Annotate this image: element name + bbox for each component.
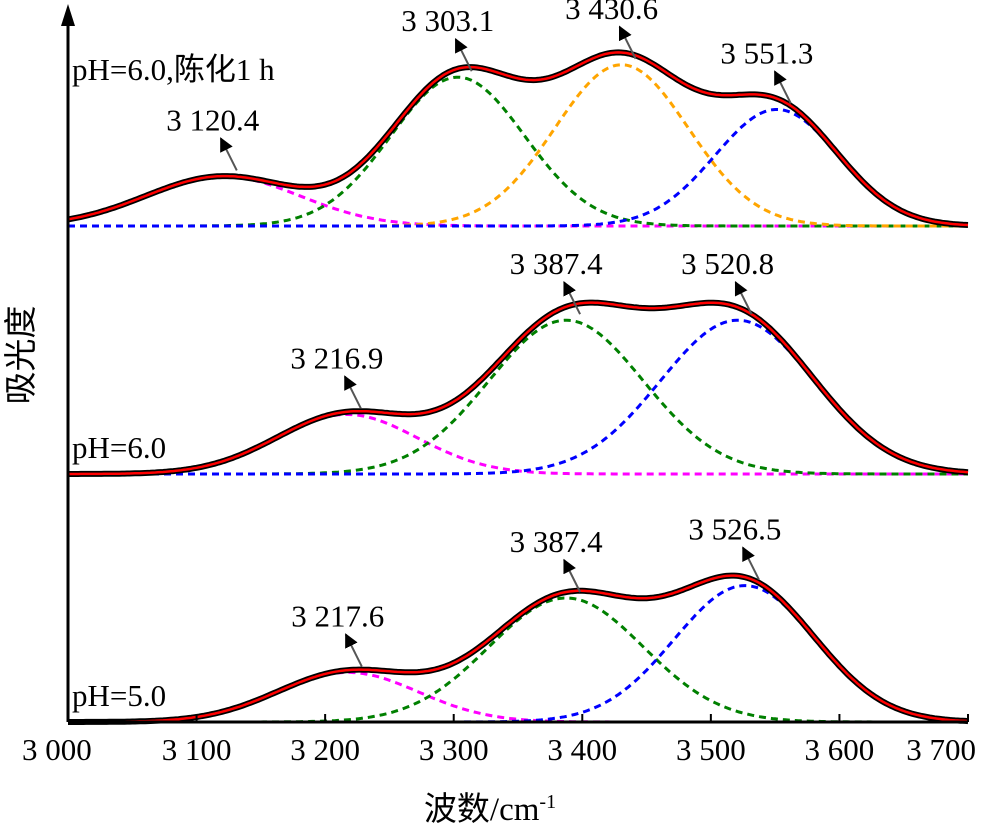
peak-leader-arrow <box>219 137 238 171</box>
peak-label: 3 430.6 <box>565 0 658 26</box>
peak-leader-arrow <box>563 280 581 315</box>
axes: 3 000 3 100 3 200 3 300 3 400 3 500 3 600 3 700 <box>22 4 976 767</box>
peak-label: 3 217.6 <box>291 598 384 633</box>
peak-label: 3 216.9 <box>290 340 383 375</box>
peak-label: 3 520.8 <box>681 246 774 281</box>
measured-spectrum <box>68 299 969 477</box>
peak-leader-arrow <box>773 70 792 104</box>
peak-curve-3526.5 <box>68 584 969 724</box>
x-tick-label: 3 600 <box>805 732 875 767</box>
peak-label: 3 526.5 <box>688 512 781 547</box>
panel-label: pH=5.0 <box>72 678 166 713</box>
fitted-spectrum <box>68 574 969 724</box>
panel-label: pH=6.0,陈化1 h <box>72 52 275 87</box>
plot-area <box>67 49 969 725</box>
peak-label: 3 387.4 <box>510 246 604 281</box>
peak-leader-arrow <box>742 546 760 581</box>
panel-1 <box>67 49 969 228</box>
panel-2 <box>68 299 969 477</box>
x-axis-title-superscript: -1 <box>539 791 556 813</box>
peak-curve-3120.4 <box>67 174 968 228</box>
x-axis-title-main: 波数/cm <box>424 791 540 828</box>
peak-leader-arrow <box>454 37 473 72</box>
peak-label: 3 387.4 <box>510 524 604 559</box>
x-axis-title: 波数/cm-1 <box>424 791 556 828</box>
x-tick-label: 3 500 <box>676 732 746 767</box>
measured-spectrum <box>68 572 969 725</box>
x-tick-label: 3 300 <box>419 732 489 767</box>
peak-annotations: pH=6.0,陈化1 h 3 120.4 3 303.1 3 430.6 3 551.3… <box>72 0 813 713</box>
peak-leader-arrow <box>563 558 581 593</box>
fitted-spectrum <box>68 301 969 476</box>
x-tick-label: 3 700 <box>906 732 976 767</box>
peak-leader-arrow <box>343 375 362 409</box>
peak-leader-arrow <box>734 280 753 315</box>
x-tick-label: 3 200 <box>290 732 360 767</box>
peak-label: 3 303.1 <box>401 3 494 38</box>
x-tick-label: 3 400 <box>547 732 617 767</box>
y-axis-arrow-icon <box>61 4 75 26</box>
peak-leader-arrow <box>618 25 637 60</box>
fitted-spectrum <box>67 51 969 227</box>
peak-label: 3 551.3 <box>720 35 813 70</box>
panel-label: pH=6.0 <box>72 430 166 465</box>
panel-3 <box>68 572 969 725</box>
x-tick-label: 3 000 <box>22 732 92 767</box>
peak-leader-arrow <box>344 633 363 667</box>
x-tick-label: 3 100 <box>162 732 232 767</box>
y-axis-title: 吸光度 <box>3 306 40 405</box>
peak-label: 3 120.4 <box>166 102 260 137</box>
